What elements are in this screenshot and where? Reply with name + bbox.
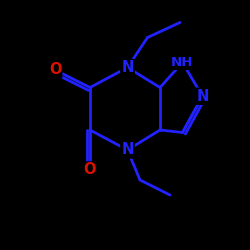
Text: O: O xyxy=(84,162,96,178)
Text: N: N xyxy=(121,60,134,75)
Text: N: N xyxy=(121,142,134,158)
Text: O: O xyxy=(49,62,61,78)
Text: N: N xyxy=(196,89,209,104)
Text: NH: NH xyxy=(171,56,194,69)
